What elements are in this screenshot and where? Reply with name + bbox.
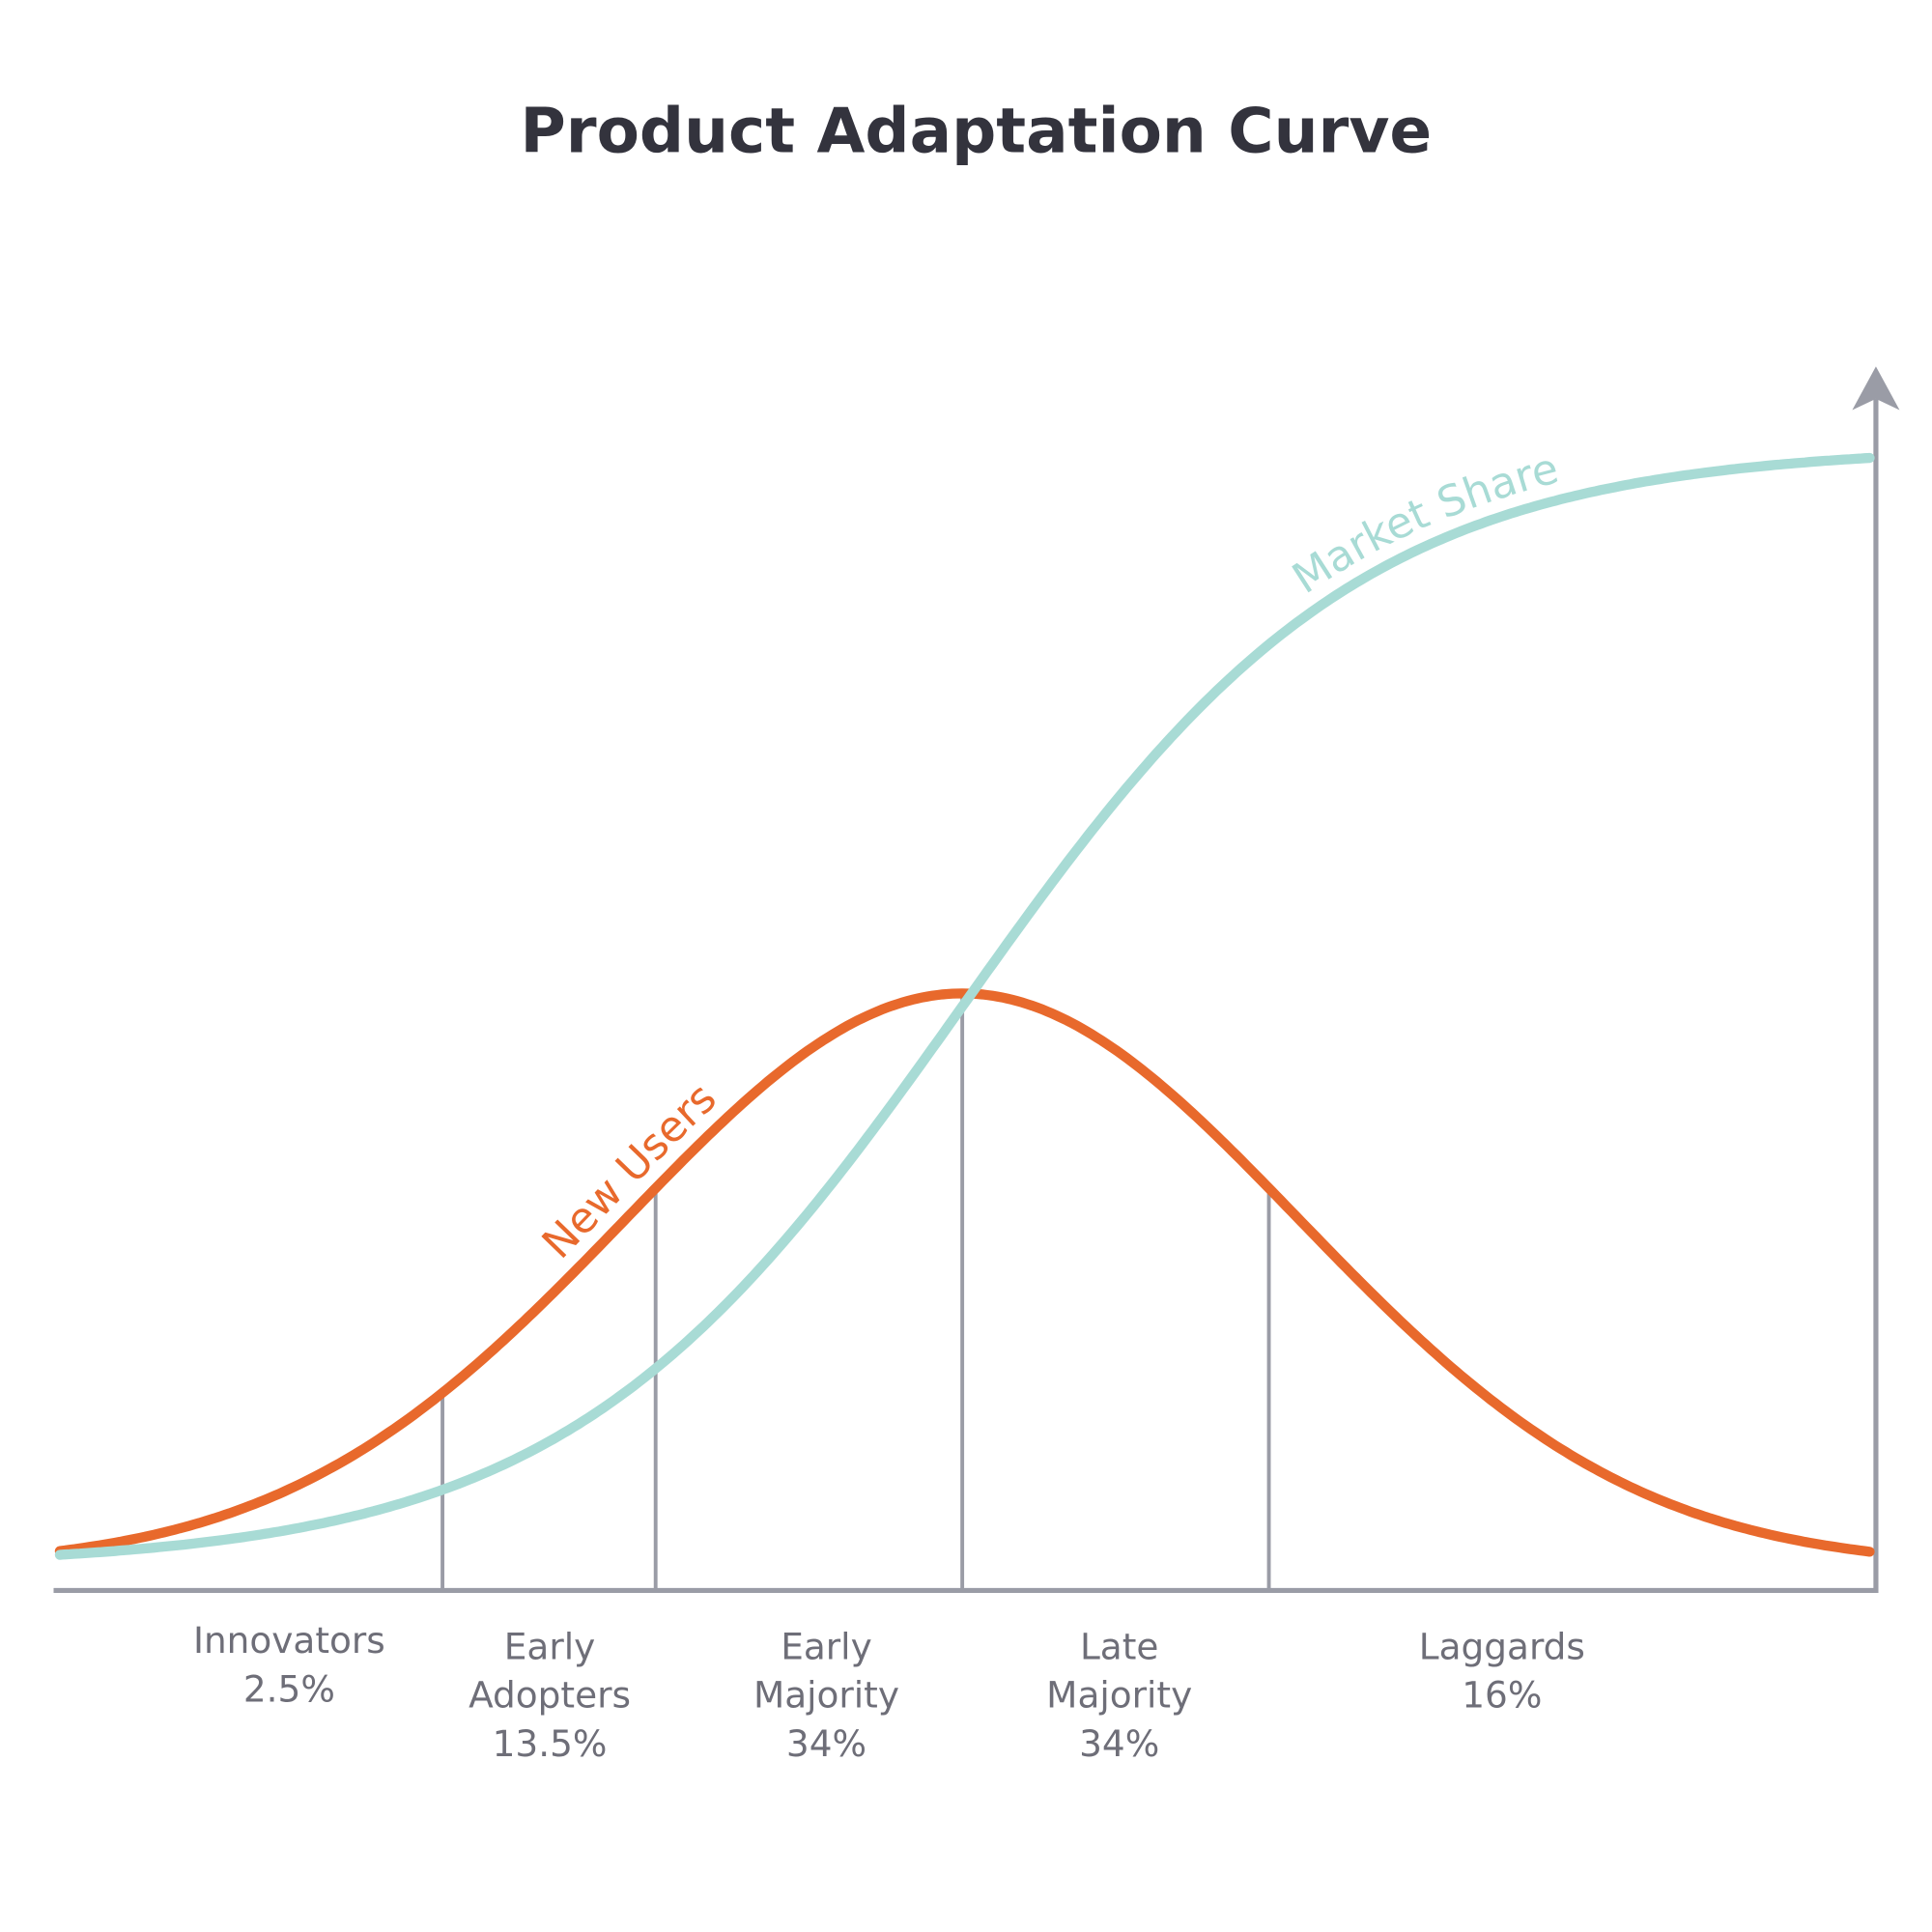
category-label: Laggards 16% bbox=[1419, 1625, 1585, 1716]
y-axis-arrow-icon bbox=[1852, 366, 1900, 411]
series-label: New Users bbox=[533, 1073, 726, 1268]
category-label: Early Majority 34% bbox=[753, 1625, 899, 1765]
series-line-market-share bbox=[54, 452, 1875, 1560]
series-label: Market Share bbox=[1284, 443, 1563, 603]
category-label: Innovators 2.5% bbox=[193, 1619, 385, 1710]
series-line-new-users bbox=[54, 988, 1875, 1557]
category-label: Late Majority 34% bbox=[1046, 1625, 1192, 1765]
chart-title: Product Adaptation Curve bbox=[521, 95, 1433, 167]
category-label: Early Adopters 13.5% bbox=[469, 1625, 631, 1765]
